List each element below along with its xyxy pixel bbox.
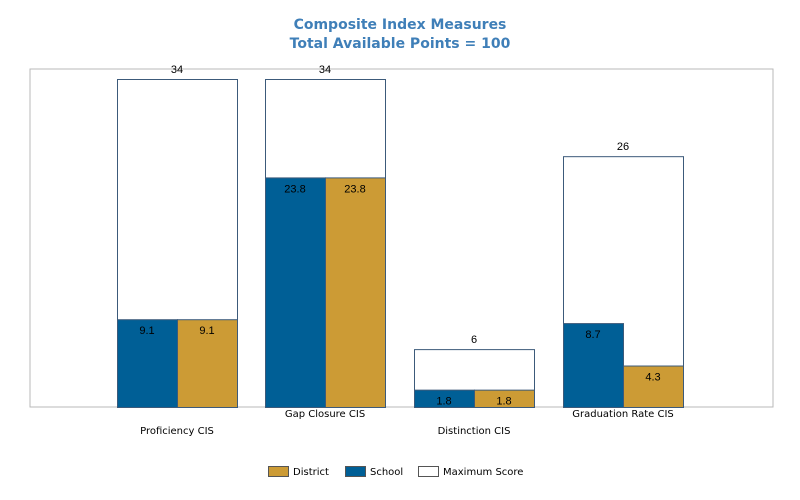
district-value-label: 23.8 <box>344 183 365 195</box>
school-bar <box>265 177 326 408</box>
district-bar <box>623 365 684 408</box>
chart-title: Composite Index Measures <box>294 17 507 33</box>
plot-frame <box>29 68 774 408</box>
school-value-label: 9.1 <box>139 325 154 337</box>
legend: District School Maximum Score <box>268 466 523 478</box>
category-label: Gap Closure CIS <box>285 409 365 420</box>
school-bar <box>563 323 624 408</box>
district-bar <box>325 177 386 408</box>
max-score-label: 34 <box>319 64 331 76</box>
district-bar <box>177 319 238 408</box>
district-value-label: 4.3 <box>645 372 660 384</box>
district-value-label: 9.1 <box>199 325 214 337</box>
school-value-label: 23.8 <box>284 183 305 195</box>
category-label: Proficiency CIS <box>140 426 214 437</box>
district-value-label: 1.8 <box>496 396 511 408</box>
max-score-label: 6 <box>471 334 477 346</box>
legend-label: Maximum Score <box>443 467 523 478</box>
category-label: Graduation Rate CIS <box>572 409 674 420</box>
max-score-label: 26 <box>617 141 629 153</box>
legend-swatch <box>345 466 366 477</box>
legend-label: School <box>370 467 403 478</box>
category-label: Distinction CIS <box>438 426 511 437</box>
legend-swatch <box>418 466 439 477</box>
school-bar <box>117 319 178 408</box>
chart-subtitle: Total Available Points = 100 <box>290 36 511 52</box>
bars-group: 34 9.1 9.1 Proficiency CIS 34 23.8 23.8 Gap Clo… <box>117 64 684 437</box>
district-bar <box>474 389 535 408</box>
school-value-label: 1.8 <box>436 396 451 408</box>
legend-swatch <box>268 466 289 477</box>
max-score-label: 34 <box>171 64 183 76</box>
legend-label: District <box>293 467 329 478</box>
school-value-label: 8.7 <box>585 329 600 341</box>
